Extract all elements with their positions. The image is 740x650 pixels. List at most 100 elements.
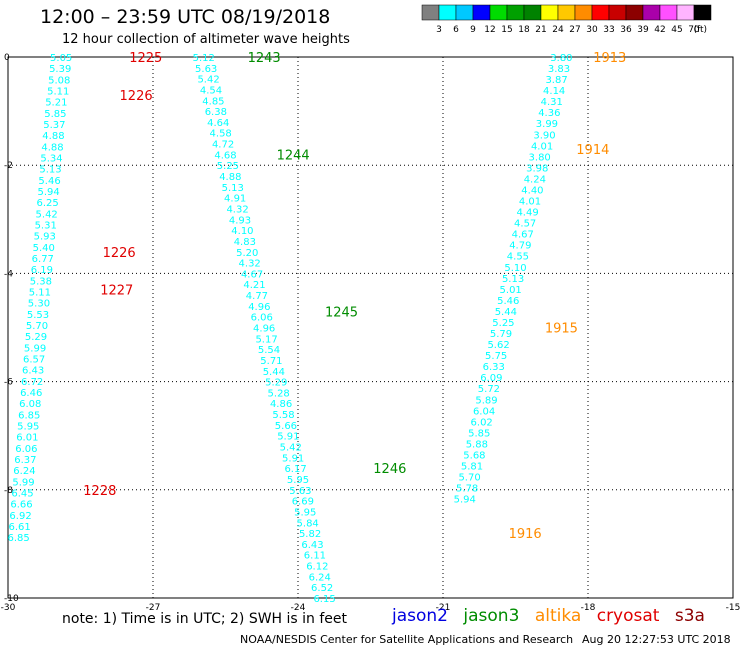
scale-label: 36 — [620, 25, 632, 35]
wave-height-value: 5.13 — [502, 274, 524, 285]
wave-height-value: 5.99 — [24, 343, 46, 354]
track-c: 3.803.833.874.144.314.363.993.904.013.80… — [454, 53, 573, 506]
wave-height-value: 4.58 — [210, 129, 232, 140]
track-a: 5.055.395.085.115.215.855.374.884.885.34… — [8, 53, 73, 544]
wave-height-value: 3.99 — [536, 119, 558, 130]
scale-label: 33 — [603, 25, 614, 35]
lon-tick-label: -18 — [581, 603, 596, 613]
wave-height-value: 4.36 — [538, 108, 560, 119]
scale-unit: (ft) — [693, 25, 707, 35]
wave-height-value: 5.72 — [478, 384, 500, 395]
wave-height-value: 4.54 — [200, 85, 222, 96]
scale-label: 3 — [436, 25, 442, 35]
wave-height-value: 6.38 — [205, 107, 227, 118]
wave-height-value: 5.82 — [299, 529, 321, 540]
scale-label: 30 — [586, 25, 598, 35]
wave-height-value: 5.42 — [197, 75, 219, 86]
wave-height-value: 4.86 — [270, 399, 292, 410]
lon-tick-label: -24 — [291, 603, 306, 613]
wave-height-value: 6.19 — [31, 265, 53, 276]
wave-height-value: 3.87 — [545, 75, 567, 86]
scale-label: 24 — [552, 25, 564, 35]
wave-height-value: 6.24 — [13, 466, 35, 477]
wave-height-value: 6.61 — [8, 522, 30, 533]
wave-height-value: 6.17 — [284, 464, 306, 475]
wave-height-value: 6.06 — [251, 313, 273, 324]
scale-label: 9 — [470, 25, 476, 35]
wave-height-value: 3.83 — [548, 64, 570, 75]
scale-label: 6 — [453, 25, 459, 35]
chart-subtitle: 12 hour collection of altimeter wave hei… — [62, 32, 350, 47]
wave-height-value: 6.45 — [11, 489, 33, 500]
wave-height-value: 5.29 — [25, 332, 47, 343]
lon-tick-label: -21 — [436, 603, 451, 613]
lon-tick-label: -30 — [1, 603, 16, 613]
scale-label: 21 — [535, 25, 546, 35]
satellite-cryosat: cryosat — [596, 606, 660, 626]
lat-tick-label: -8 — [4, 486, 13, 496]
wave-height-value: 4.24 — [524, 174, 546, 185]
wave-height-value: 6.25 — [37, 198, 59, 209]
wave-height-value: 6.43 — [22, 366, 44, 377]
wave-height-value: 5.46 — [497, 296, 519, 307]
wave-height-value: 4.88 — [219, 172, 241, 183]
wave-height-value: 5.11 — [47, 86, 69, 97]
wave-height-value: 5.39 — [49, 64, 71, 75]
wave-height-value: 4.55 — [507, 252, 529, 263]
wave-height-value: 5.95 — [294, 507, 316, 518]
wave-height-value: 5.21 — [45, 98, 67, 109]
time-label: 1916 — [509, 527, 542, 542]
wave-height-value: 4.21 — [243, 280, 265, 291]
scale-label: 18 — [518, 25, 530, 35]
wave-height-value: 5.66 — [275, 421, 297, 432]
scale-swatch — [693, 4, 712, 21]
wave-height-value: 5.42 — [280, 443, 302, 454]
track-b: 5.125.635.424.544.856.384.644.584.724.68… — [193, 53, 336, 605]
wave-height-value: 5.25 — [492, 318, 514, 329]
lat-tick-label: 0 — [4, 53, 10, 63]
wave-height-value: 6.92 — [9, 511, 31, 522]
wave-height-value: 5.93 — [34, 232, 56, 243]
wave-height-value: 6.08 — [19, 399, 41, 410]
wave-height-value: 5.79 — [490, 329, 512, 340]
time-label: 1245 — [325, 305, 358, 320]
wave-height-value: 4.91 — [224, 194, 246, 205]
wave-height-value: 4.72 — [212, 140, 234, 151]
wave-height-value: 5.17 — [255, 334, 277, 345]
wave-height-value: 5.08 — [48, 75, 70, 86]
wave-height-value: 4.31 — [541, 97, 563, 108]
wave-height-value: 5.85 — [468, 428, 490, 439]
wave-height-value: 6.52 — [311, 583, 333, 594]
lat-tick-label: -10 — [4, 594, 19, 604]
wave-height-value: 4.49 — [516, 208, 538, 219]
wave-height-value: 6.46 — [20, 388, 42, 399]
wave-height-value: 6.02 — [471, 417, 493, 428]
wave-height-value: 5.31 — [35, 220, 57, 231]
wave-height-value: 6.11 — [304, 551, 326, 562]
wave-height-value: 5.38 — [30, 276, 52, 287]
time-label: 1243 — [248, 51, 281, 66]
wave-height-value: 5.30 — [28, 299, 50, 310]
wave-height-value: 6.72 — [21, 377, 43, 388]
wave-height-value: 4.40 — [521, 185, 543, 196]
wave-height-value: 6.69 — [292, 497, 314, 508]
satellite-jason2: jason2 — [392, 606, 448, 626]
wave-height-value: 5.10 — [504, 263, 526, 274]
wave-height-value: 4.14 — [543, 86, 565, 97]
satellite-s3a: s3a — [674, 606, 705, 626]
wave-height-value: 5.84 — [297, 518, 319, 529]
wave-height-value: 5.29 — [265, 378, 287, 389]
wave-height-value: 5.89 — [475, 395, 497, 406]
wave-height-value: 6.12 — [306, 562, 328, 573]
generation-timestamp: Aug 20 12:27:53 UTC 2018 — [582, 633, 731, 646]
time-label: 1244 — [277, 148, 310, 163]
time-label: 1914 — [576, 143, 609, 158]
wave-height-value: 6.85 — [8, 533, 30, 544]
wave-height-value: 4.32 — [226, 204, 248, 215]
wave-height-value: 5.91 — [277, 432, 299, 443]
wave-height-value: 4.88 — [42, 131, 64, 142]
wave-height-value: 5.85 — [44, 109, 66, 120]
wave-height-value: 5.95 — [17, 422, 39, 433]
wave-height-value: 5.34 — [40, 154, 62, 165]
wave-height-value: 3.98 — [526, 163, 548, 174]
